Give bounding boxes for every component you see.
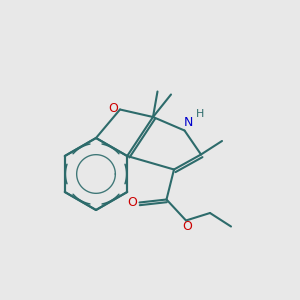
Text: H: H bbox=[196, 109, 204, 119]
Text: N: N bbox=[183, 116, 193, 129]
Text: O: O bbox=[183, 220, 192, 233]
Text: O: O bbox=[109, 101, 118, 115]
Text: O: O bbox=[127, 196, 137, 209]
